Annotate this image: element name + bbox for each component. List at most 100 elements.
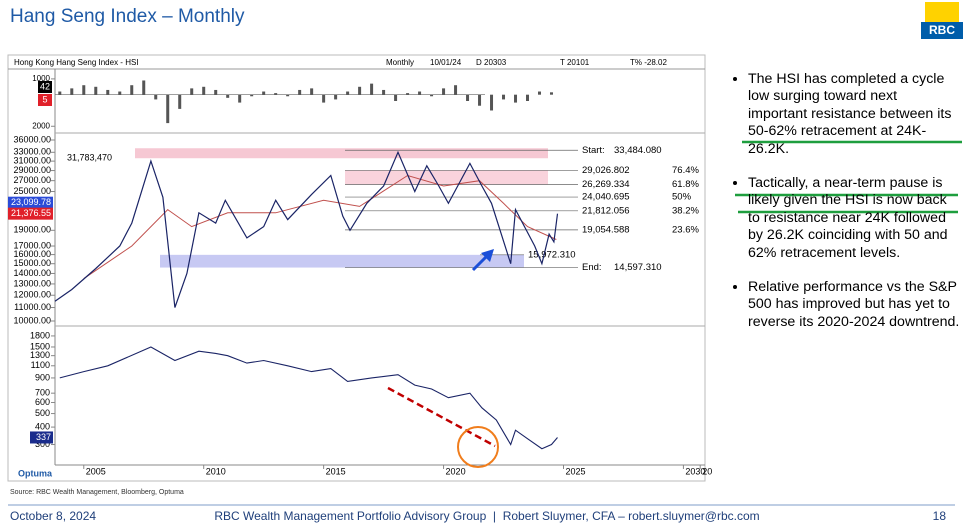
bullets: The HSI has completed a cycle low surgin… [732,71,960,348]
y-tick-label: 1800 [30,330,50,340]
fib-pct: 23.6% [672,224,699,235]
footer-center: RBC Wealth Management Portfolio Advisory… [214,509,759,523]
current-box [30,431,53,444]
fib-label: 19,054.588 [582,224,630,235]
y-tick-label: 700 [35,388,50,398]
current-label: 337 [36,432,51,442]
osc-bar [406,93,410,95]
osc-bar [118,91,122,95]
osc-bar [286,94,290,97]
osc-bar [502,94,506,100]
osc-bar [214,89,218,95]
bullet: The HSI has completed a cycle low surgin… [748,71,960,158]
y-tick-label: 19000.00 [13,225,51,235]
y-tick-label: 12000.00 [13,290,51,300]
relative-line [59,346,558,450]
osc-bar [310,88,314,95]
fib-label: 24,040.695 [582,192,630,203]
header-item: T% -28.02 [630,58,667,67]
logo-shield [925,2,959,22]
y-tick-label: 600 [35,397,50,407]
y-tick-label: 13000.00 [13,278,51,288]
osc-bar [370,83,374,95]
price-line [54,150,559,308]
osc-bar [490,94,494,111]
logo-text: RBC [929,23,955,37]
current-box [8,207,53,220]
bullet: Tactically, a near-term pause is likely … [748,175,960,262]
vendor-logo: Optuma [18,468,53,478]
osc-bar [430,94,434,97]
osc-bar [418,91,422,95]
osc-bar [58,91,62,95]
current-label: 21,376.55 [11,208,51,218]
y-tick-label: 16000.00 [13,249,51,259]
osc-bar [94,86,98,95]
x-tick-label: 2025 [565,466,585,476]
y-tick-label: 1000 [32,74,50,83]
current-label: 23,099.78 [11,197,51,207]
osc-bar [178,94,182,109]
highlight-circle [457,426,499,468]
fib-label: 33,484.080 [614,145,662,156]
fib-pct: 61.8% [672,179,699,190]
osc-bar [250,94,254,97]
osc-bar [382,89,386,95]
moving-average [83,174,557,280]
trendline [387,386,496,448]
x-tick-label: 2030 [685,466,705,476]
y-tick-label: 500 [35,408,50,418]
osc-bar [70,88,74,95]
fib-tag: End: [582,262,602,273]
current-box [8,196,53,209]
x-tick-label: 2005 [86,466,106,476]
x-tick-label: 2010 [206,466,226,476]
y-tick-label: 14000.00 [13,268,51,278]
osc-bar [322,94,326,103]
osc-bar [358,86,362,95]
badge: 5 [42,94,47,104]
osc-bar [262,91,266,95]
y-tick-label: 10000.00 [13,315,51,325]
osc-bar [549,92,553,95]
header-item: D 20303 [476,58,507,67]
slide-title: Hang Seng Index – Monthly [10,6,245,27]
osc-bar [166,94,170,124]
fib-pct: 76.4% [672,165,699,176]
y-tick-label: 300 [35,439,50,449]
y-tick-label: 27000.00 [13,175,51,185]
fib-pct: 50% [672,192,692,203]
osc-bar [238,94,242,103]
zone [135,148,548,159]
y-tick-label: 17000.00 [13,240,51,250]
osc-bar [142,80,146,95]
y-tick-label: 2000 [32,121,50,130]
osc-bar [226,94,230,98]
header-item: Monthly [386,58,414,67]
y-tick-label: 11000.00 [14,302,51,312]
arrow-head [481,249,494,262]
osc-bar [82,85,86,95]
peak-label: 31,783,470 [67,152,112,162]
badge-box [38,94,52,106]
osc-bar [274,93,278,95]
logo: RBC [921,2,963,39]
footer-page: 18 [933,509,947,523]
fib-label: 21,812.056 [582,205,630,216]
osc-bar [394,94,398,101]
bullet: Relative performance vs the S&P 500 has … [748,279,960,331]
osc-bar [538,91,542,95]
header-item: T 20101 [560,58,590,67]
zone [160,254,524,268]
y-tick-label: 1100 [31,360,50,370]
chart-title: Hong Kong Hang Seng Index - HSI [14,58,139,67]
osc-bar [190,88,194,95]
y-tick-label: 25000.00 [13,186,51,196]
osc-bar [106,89,110,95]
y-tick-label: 36000.00 [13,134,51,144]
osc-bar [526,94,530,101]
osc-bar [478,94,482,106]
y-tick-label: 400 [35,421,50,431]
osc-bar [202,86,206,95]
